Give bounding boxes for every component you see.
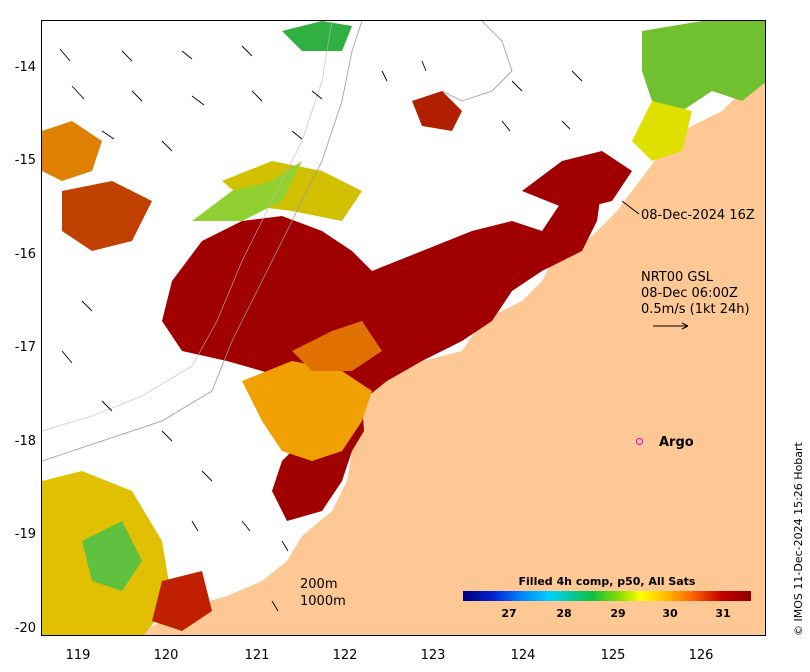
sst-cool-north — [282, 21, 352, 51]
argo-label: Argo — [659, 435, 694, 450]
scale-arrow — [653, 322, 689, 330]
timestamp-label: 08-Dec-2024 16Z — [641, 208, 755, 223]
y-tick-label: -16 — [14, 247, 36, 262]
vector-title: NRT00 GSL — [641, 270, 713, 285]
land-mass — [135, 29, 765, 635]
colorbar-tick: 28 — [556, 607, 572, 620]
y-tick-label: -19 — [14, 527, 36, 542]
isobath-1000m-label: 1000m — [300, 594, 346, 609]
x-tick-label: 120 — [153, 648, 179, 663]
vector-time: 08-Dec 06:00Z — [641, 286, 738, 301]
map-canvas — [42, 21, 765, 635]
sst-hot-sw — [152, 571, 212, 631]
sst-warm-mid — [292, 321, 382, 371]
map-frame[interactable] — [41, 20, 766, 636]
x-tick-label: 126 — [688, 648, 714, 663]
sst-hot-east — [522, 151, 632, 211]
colorbar-tick: 31 — [715, 607, 731, 620]
vector-scale: 0.5m/s (1kt 24h) — [641, 302, 750, 317]
sst-yellow-ne — [632, 101, 692, 161]
y-tick-label: -15 — [14, 153, 36, 168]
isobath-200m — [42, 21, 363, 462]
y-tick-label: -17 — [14, 340, 36, 355]
sst-warm-central — [242, 361, 372, 461]
sst-hot-core — [162, 186, 602, 521]
sst-cool-ne — [642, 21, 765, 111]
current-vectors — [59, 45, 583, 612]
sst-hot-nw — [62, 181, 152, 251]
x-tick-label: 122 — [332, 648, 358, 663]
x-tick-label: 119 — [65, 648, 91, 663]
sst-warm-nw — [42, 121, 102, 181]
sst-green-belt — [192, 161, 302, 221]
y-tick-label: -18 — [14, 434, 36, 449]
colorbar-tick: 29 — [610, 607, 626, 620]
credit-text: © IMOS 11-Dec-2024 15:26 Hobart — [792, 442, 805, 636]
y-tick-label: -20 — [14, 621, 36, 636]
colorbar-tick: 27 — [501, 607, 517, 620]
x-tick-label: 125 — [600, 648, 626, 663]
x-tick-label: 121 — [244, 648, 270, 663]
sst-cool-sw — [82, 521, 142, 591]
reef-outline — [441, 21, 513, 102]
colorbar — [463, 591, 751, 601]
y-tick-label: -14 — [14, 60, 36, 75]
colorbar-tick: 30 — [662, 607, 678, 620]
x-tick-label: 123 — [420, 648, 446, 663]
sst-hot-north — [412, 91, 462, 131]
isobath-1000m — [42, 21, 333, 432]
isobath-legend: 200m 1000m — [300, 576, 346, 610]
timestamp-leader — [621, 200, 640, 215]
colorbar-title: Filled 4h comp, p50, All Sats — [518, 575, 696, 588]
isobath-200m-label: 200m — [300, 577, 338, 592]
argo-float-marker[interactable] — [636, 438, 643, 445]
x-tick-label: 124 — [510, 648, 536, 663]
